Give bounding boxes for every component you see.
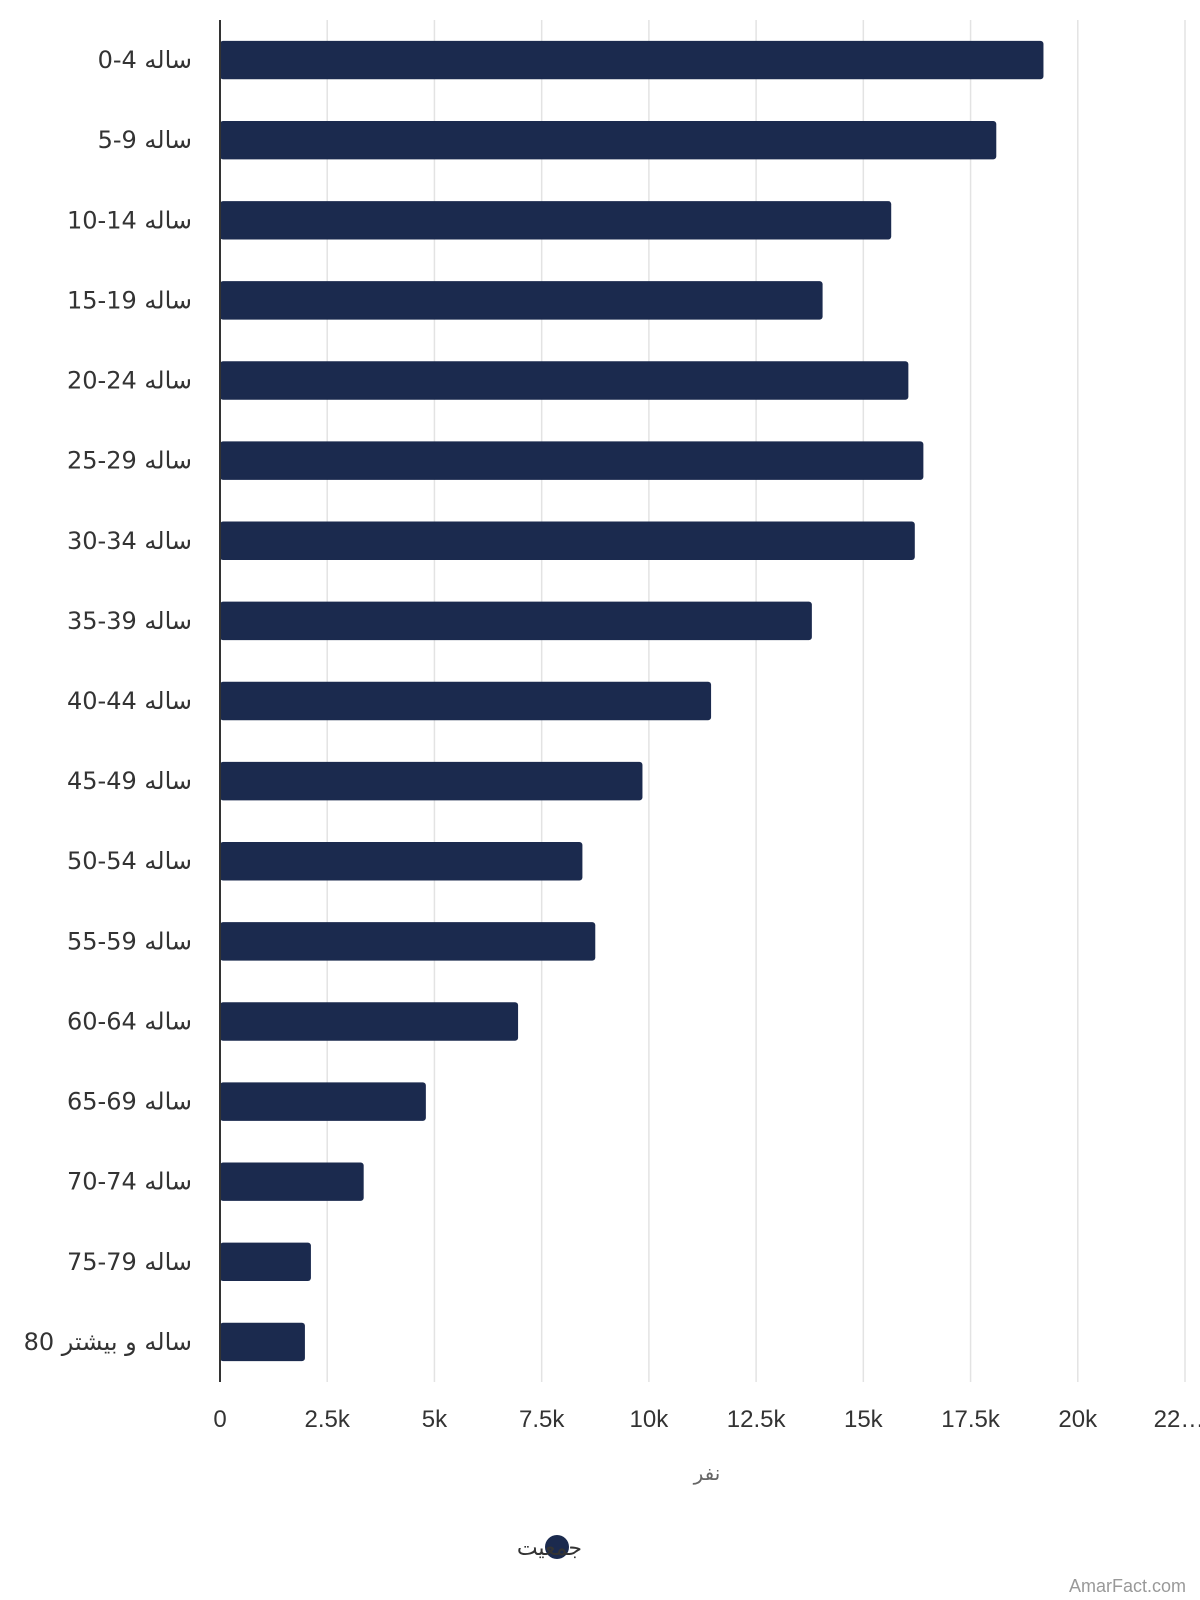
bars	[220, 40, 1044, 1362]
category-label: 40-44 ساله	[67, 687, 192, 715]
x-tick-label: 22…	[1154, 1406, 1200, 1433]
x-tick-label: 5k	[422, 1406, 448, 1433]
legend[interactable]: جمعیت	[517, 1535, 582, 1561]
category-label: 20-24 ساله	[67, 367, 192, 395]
category-label: 0-4 ساله	[98, 46, 192, 74]
category-labels: 0-4 ساله 5-9 ساله 10-14 ساله 15-19 ساله 20-2…	[24, 46, 192, 1356]
x-tick-label: 10k	[630, 1406, 670, 1433]
bar[interactable]	[220, 922, 596, 961]
bar[interactable]	[220, 1162, 364, 1201]
category-label: 65-69 ساله	[67, 1088, 192, 1116]
x-tick-label: 7.5k	[519, 1406, 565, 1433]
watermark: AmarFact.com	[1069, 1576, 1186, 1596]
category-label: 10-14 ساله	[67, 206, 192, 234]
category-label: 35-39 ساله	[67, 607, 192, 635]
category-label: 70-74 ساله	[67, 1168, 192, 1196]
x-tick-label: 15k	[844, 1406, 884, 1433]
bar[interactable]	[220, 1242, 311, 1282]
x-tick-label: 0	[213, 1406, 226, 1433]
legend-label: جمعیت	[517, 1536, 582, 1561]
x-tick-label: 20k	[1058, 1406, 1098, 1433]
bar[interactable]	[220, 281, 823, 320]
x-axis-title: نفر	[693, 1461, 721, 1485]
bar[interactable]	[220, 120, 997, 160]
bar[interactable]	[220, 1002, 519, 1041]
category-label: 25-29 ساله	[67, 447, 192, 475]
bar[interactable]	[220, 441, 924, 480]
x-tick-labels: 0 2.5k 5k 7.5k 10k 12.5k 15k 17.5k 20k 22…	[213, 1406, 1200, 1433]
legend-swatch	[545, 1535, 569, 1559]
bar[interactable]	[220, 681, 712, 721]
category-label: 30-34 ساله	[67, 527, 192, 555]
bar[interactable]	[220, 201, 892, 240]
bar[interactable]	[220, 842, 583, 881]
bar[interactable]	[220, 361, 909, 400]
bar[interactable]	[220, 761, 643, 801]
x-tick-label: 2.5k	[305, 1406, 351, 1433]
category-label: 55-59 ساله	[67, 927, 192, 955]
grid-lines	[326, 20, 1186, 1382]
category-label: 50-54 ساله	[67, 847, 192, 875]
category-label: 45-49 ساله	[67, 767, 192, 795]
category-label: 15-19 ساله	[67, 286, 192, 314]
bar[interactable]	[220, 40, 1044, 80]
category-label: 5-9 ساله	[98, 126, 192, 154]
category-label: 60-64 ساله	[67, 1007, 192, 1035]
x-tick-label: 17.5k	[941, 1406, 1001, 1433]
category-label: 80 ساله و بیشتر	[24, 1328, 192, 1356]
bar[interactable]	[220, 1082, 426, 1121]
category-label: 75-79 ساله	[67, 1248, 192, 1276]
bar[interactable]	[220, 601, 812, 641]
bar[interactable]	[220, 1322, 305, 1362]
bar[interactable]	[220, 521, 915, 560]
x-tick-label: 12.5k	[727, 1406, 787, 1433]
